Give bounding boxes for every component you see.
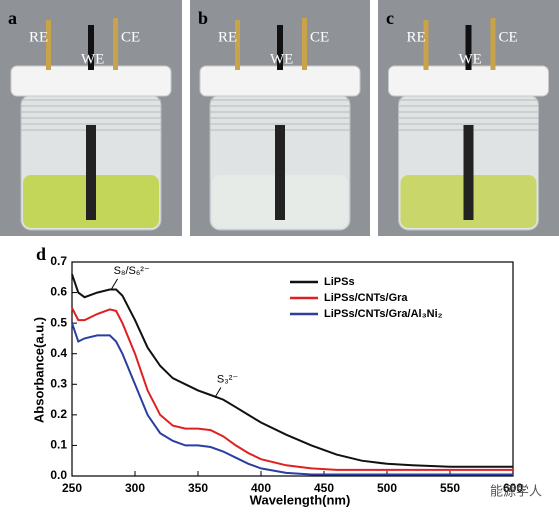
rod-we xyxy=(88,25,94,70)
lid xyxy=(10,65,172,97)
rod-re xyxy=(46,20,51,70)
y-tick-label: 0.4 xyxy=(50,346,67,360)
electrode-label: WE xyxy=(270,51,293,67)
panel-label: b xyxy=(198,8,208,28)
annotation-pointer xyxy=(111,278,119,290)
annotation-pointer xyxy=(214,387,222,398)
electrode-label: RE xyxy=(29,29,48,45)
legend-label: LiPSs/CNTs/Gra xyxy=(324,292,408,304)
x-tick-label: 350 xyxy=(188,481,208,495)
y-tick-label: 0.3 xyxy=(50,376,67,390)
plot-frame xyxy=(71,261,514,477)
x-tick-label: 450 xyxy=(314,481,334,495)
y-tick-label: 0.0 xyxy=(50,468,67,482)
rod-ce xyxy=(302,18,307,70)
electrode-label: RE xyxy=(218,29,237,45)
y-axis-title: Absorbance(a.u.) xyxy=(31,317,46,423)
rod-re xyxy=(423,20,429,70)
annotation: S₈/S₆²⁻ xyxy=(114,265,150,277)
annotation: S₃²⁻ xyxy=(217,373,238,385)
y-tick-label: 0.6 xyxy=(50,285,67,299)
rod-we xyxy=(465,25,472,70)
y-tick-label: 0.2 xyxy=(50,407,67,421)
electrode-label: CE xyxy=(499,29,518,45)
rod-re xyxy=(235,20,240,70)
x-tick-label: 500 xyxy=(377,481,397,495)
electrode-we xyxy=(86,125,96,220)
electrode-label: WE xyxy=(81,51,104,67)
electrode-we xyxy=(275,125,285,220)
rod-ce xyxy=(113,18,118,70)
x-axis-title: Wavelength(nm) xyxy=(250,492,351,507)
rod-ce xyxy=(490,18,496,70)
x-tick-label: 300 xyxy=(125,481,145,495)
series-line xyxy=(71,273,513,468)
x-tick-label: 550 xyxy=(440,481,460,495)
panel-label: d xyxy=(36,244,46,264)
watermark: 能源学人 xyxy=(490,483,542,498)
x-tick-label: 400 xyxy=(251,481,271,495)
y-tick-label: 0.7 xyxy=(50,254,67,268)
y-tick-label: 0.1 xyxy=(50,438,67,452)
legend-label: LiPSs xyxy=(324,276,355,288)
electrode-label: CE xyxy=(310,29,329,45)
series-line xyxy=(71,307,513,471)
y-tick-label: 0.5 xyxy=(50,315,67,329)
legend-label: LiPSs/CNTs/Gra/Al₃Ni₂ xyxy=(324,308,443,320)
electrode-label: RE xyxy=(407,29,426,45)
electrode-label: WE xyxy=(459,51,482,67)
panel-label: a xyxy=(8,8,17,28)
rod-we xyxy=(277,25,283,70)
electrode-label: CE xyxy=(121,29,140,45)
x-tick-label: 250 xyxy=(62,481,82,495)
electrode-we xyxy=(463,125,474,220)
panel-label: c xyxy=(386,8,394,28)
lid xyxy=(199,65,361,97)
series-line xyxy=(71,322,513,476)
x-tick-label: 600 xyxy=(503,481,523,495)
lid xyxy=(388,65,549,97)
